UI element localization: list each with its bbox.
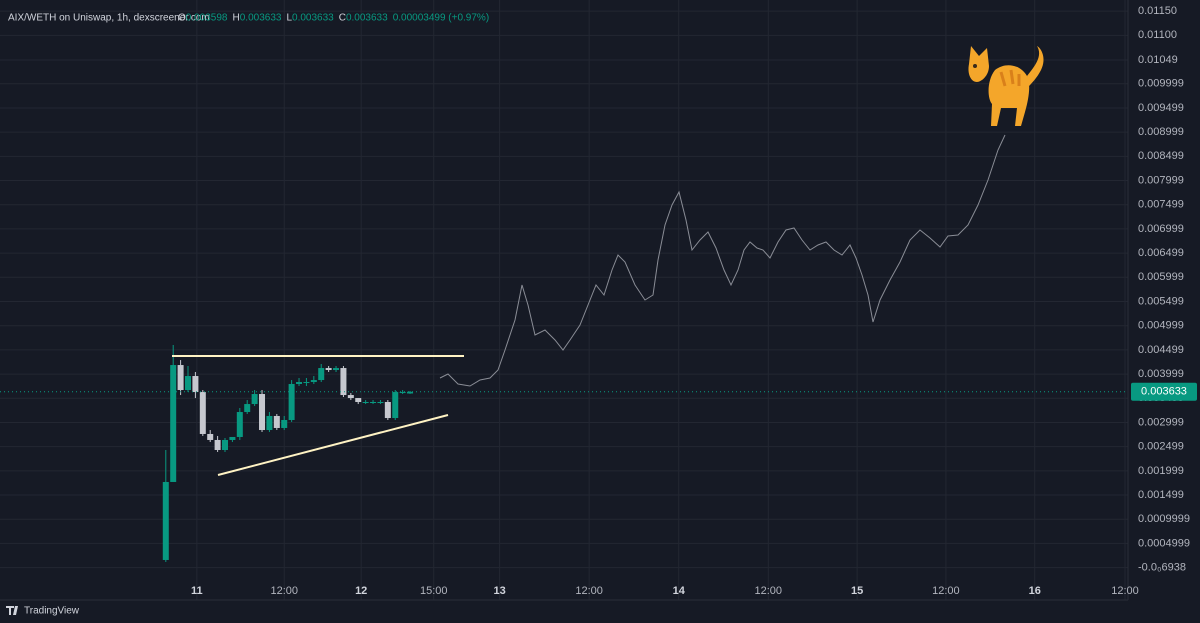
candle-body — [236, 412, 243, 437]
candle-body — [185, 376, 191, 390]
x-tick-label: 16 — [1029, 585, 1041, 597]
brand: TradingView — [24, 606, 80, 617]
x-tick-label: 11 — [191, 585, 203, 597]
candle-body — [362, 402, 369, 403]
candle-body — [229, 436, 236, 440]
y-tick-label: 0.006999 — [1138, 223, 1184, 235]
y-tick-label: 0.001999 — [1138, 465, 1184, 477]
y-tick-label: 0.01049 — [1138, 54, 1178, 66]
ohlc-label: H — [233, 13, 240, 24]
candle-body — [392, 392, 399, 419]
candle-body — [244, 404, 251, 413]
y-tick-label: 0.008499 — [1138, 150, 1184, 162]
candle-body — [355, 398, 362, 402]
x-tick-label: 15:00 — [420, 585, 448, 597]
cat-icon — [968, 46, 1044, 126]
y-tick-label: -0.0₀6938 — [1138, 561, 1186, 573]
y-tick-label: 0.003999 — [1138, 368, 1184, 380]
x-tick-label: 12:00 — [575, 585, 603, 597]
candle-body — [333, 368, 340, 371]
y-tick-label: 0.008999 — [1138, 126, 1184, 138]
candle-body — [288, 384, 295, 420]
candle-body — [310, 380, 317, 383]
candle-body — [192, 376, 199, 393]
y-tick-label: 0.0004999 — [1138, 537, 1190, 549]
candle-body — [377, 402, 384, 403]
candle-body — [259, 394, 266, 431]
y-tick-label: 0.006499 — [1138, 247, 1184, 259]
support-line — [217, 414, 449, 476]
x-tick-label: 14 — [673, 585, 686, 597]
y-tick-label: 0.009499 — [1138, 102, 1184, 114]
candle-body — [399, 392, 406, 394]
candle-body — [199, 392, 206, 434]
ohlc-label: C — [339, 13, 346, 24]
ohlc-value: 0.003633 — [292, 13, 334, 24]
candle-body — [222, 439, 229, 450]
y-tick-label: 0.01150 — [1138, 5, 1177, 17]
candle-body — [303, 382, 310, 384]
y-tick-label: 0.007499 — [1138, 199, 1184, 211]
y-tick-label: 0.005499 — [1138, 295, 1184, 307]
ohlc-header: O 0.003598 H 0.003633 L 0.003633 C 0.003633 0.00… — [178, 13, 489, 24]
y-tick-label: 0.002999 — [1138, 416, 1184, 428]
ohlc-value: 0.00003499 (+0.97%) — [393, 13, 489, 24]
candle-body — [318, 368, 325, 381]
ohlc-label: L — [286, 13, 292, 24]
x-tick-label: 12:00 — [755, 585, 783, 597]
candles — [162, 345, 414, 562]
y-tick-label: 0.007999 — [1138, 174, 1184, 186]
brand-logo — [6, 606, 18, 615]
y-tick-label: 0.01100 — [1138, 29, 1177, 41]
x-tick-label: 12 — [355, 585, 367, 597]
candle-body — [273, 415, 280, 428]
last-price-label: 0.003633 — [1141, 386, 1187, 398]
grid — [0, 0, 1128, 600]
candle-body — [214, 439, 221, 450]
candle-body — [162, 481, 169, 560]
y-tick-label: 0.004499 — [1138, 344, 1184, 356]
candle-body — [340, 368, 347, 396]
y-tick-label: 0.002499 — [1138, 441, 1184, 453]
ohlc-value: 0.003633 — [240, 13, 282, 24]
candle-body — [370, 402, 377, 403]
chart-title: AIX/WETH on Uniswap, 1h, dexscreener.com — [8, 13, 210, 24]
candle-body — [296, 382, 303, 384]
x-tick-label: 13 — [493, 585, 505, 597]
y-tick-label: 0.005999 — [1138, 271, 1184, 283]
x-tick-label: 12:00 — [1111, 585, 1139, 597]
candle-body — [266, 415, 273, 431]
candle-body — [384, 402, 391, 419]
candle-body — [177, 365, 184, 390]
y-tick-label: 0.009999 — [1138, 78, 1184, 90]
candle-body — [207, 433, 214, 440]
ohlc-label: O — [178, 13, 186, 24]
x-tick-label: 12:00 — [932, 585, 960, 597]
y-tick-label: 0.0009999 — [1138, 513, 1190, 525]
ohlc-value: 0.003598 — [186, 13, 228, 24]
last-price-badge — [1131, 382, 1197, 401]
projection-path — [439, 134, 1006, 387]
y-tick-label: 0.004999 — [1138, 320, 1184, 332]
ohlc-value: 0.003633 — [346, 13, 388, 24]
candle-body — [347, 395, 354, 399]
candle-body — [251, 394, 258, 405]
candle-body — [325, 368, 332, 371]
x-tick-label: 12:00 — [270, 585, 298, 597]
y-tick-label: 0.001499 — [1138, 489, 1184, 501]
candle-body — [407, 391, 414, 394]
candle-body — [170, 365, 177, 482]
x-tick-label: 15 — [851, 585, 863, 597]
candle-body — [281, 420, 288, 428]
